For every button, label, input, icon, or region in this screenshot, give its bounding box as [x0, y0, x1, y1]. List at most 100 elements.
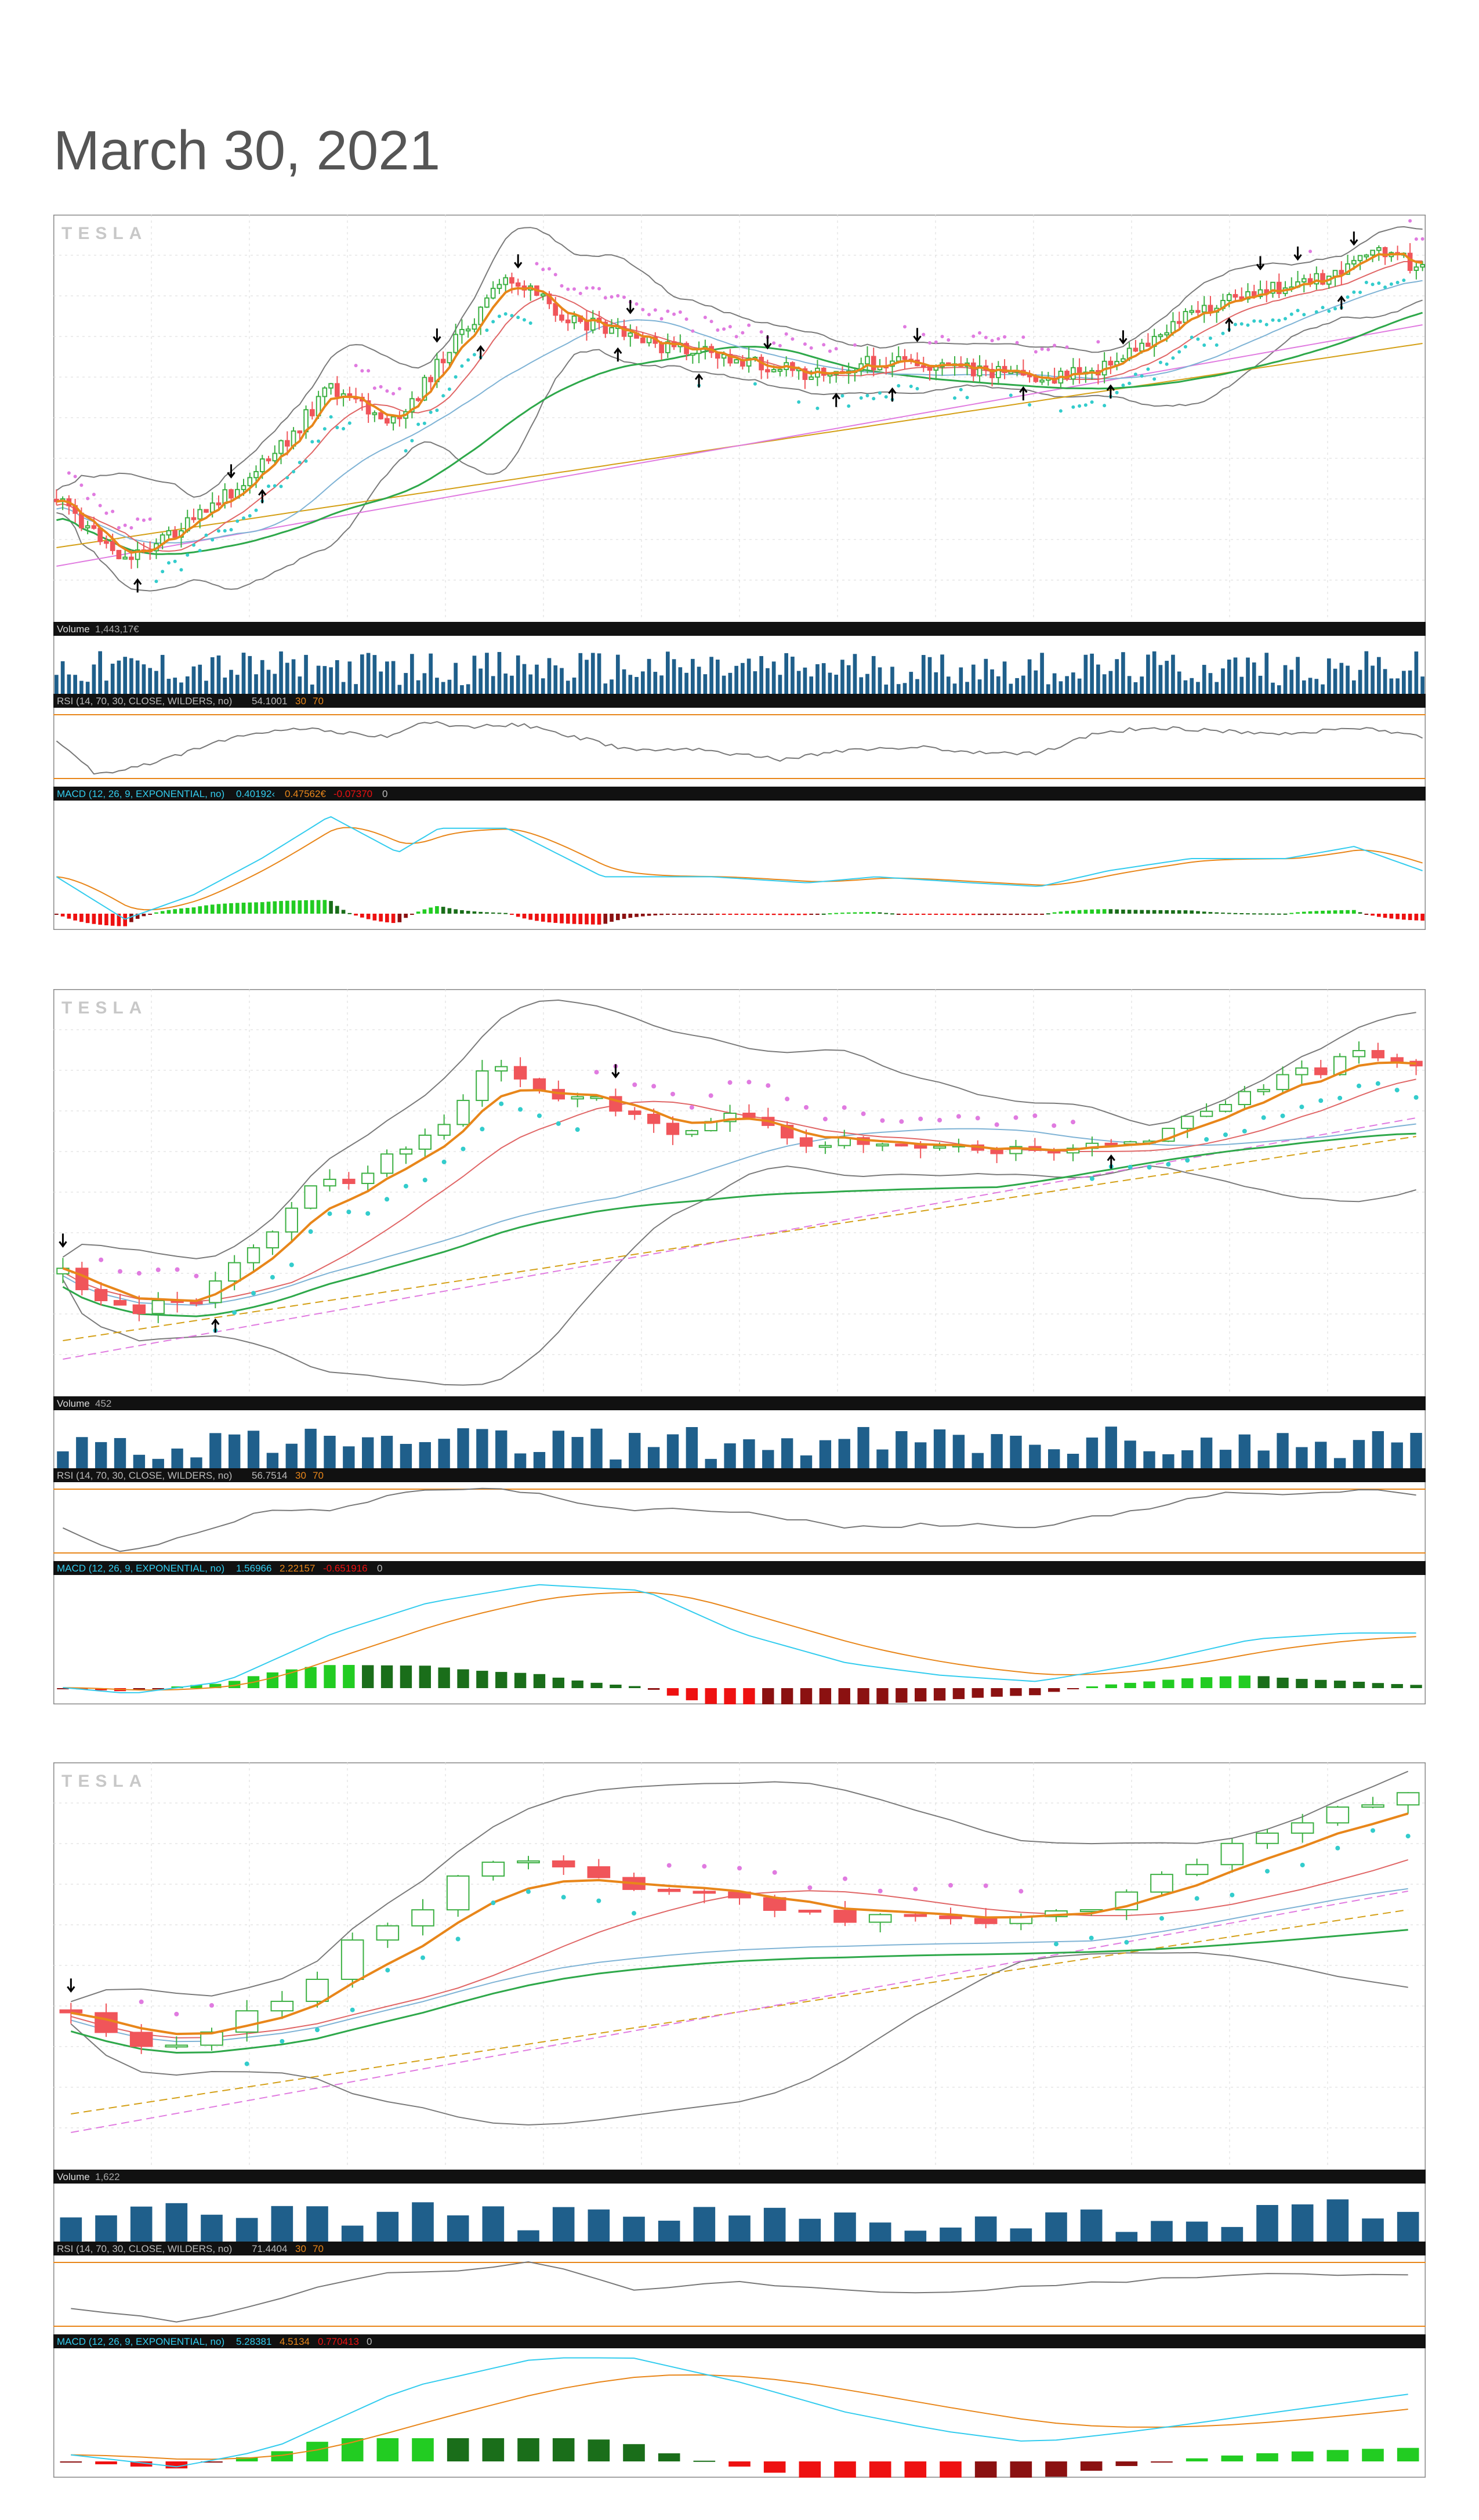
psar-dot [861, 1111, 866, 1116]
volume-bar [329, 667, 333, 694]
macd-histogram-bar [1121, 909, 1125, 914]
psar-dot [672, 312, 676, 316]
candle-body [1219, 1104, 1232, 1112]
psar-dot [526, 1889, 531, 1894]
candle-body [365, 400, 371, 415]
macd-histogram-bar [1196, 911, 1200, 914]
macd-histogram-bar [1152, 910, 1157, 914]
volume-bar-header-background [53, 1396, 1426, 1410]
psar-dot [385, 1968, 390, 1973]
moving-average-blue [62, 1123, 1416, 1306]
candle-body [989, 369, 995, 378]
volume-bar [1256, 2204, 1278, 2242]
candle-body [1396, 1792, 1420, 1806]
macd-histogram-bar [796, 914, 801, 915]
volume-bar [628, 675, 633, 694]
volume-bar [821, 663, 826, 694]
candle-body [1333, 1056, 1347, 1076]
psar-dot [815, 406, 820, 410]
macd-histogram-bar [1052, 912, 1057, 914]
psar-dot [575, 1127, 580, 1132]
psar-dot [1040, 347, 1044, 351]
volume-bar [778, 675, 782, 694]
volume-bar [623, 2217, 645, 2242]
macd-histogram-bar [1296, 1679, 1308, 1688]
macd-histogram-bar [429, 907, 433, 914]
macd-header: MACD (12, 26, 9, EXPONENTIAL, no) 5.28381… [53, 2334, 1426, 2348]
psar-dot [560, 284, 564, 288]
macd-histogram-bar [940, 914, 944, 915]
volume-bar [697, 667, 701, 694]
volume-bar [933, 1429, 946, 1468]
candle-body [513, 1066, 527, 1080]
macd-histogram-bar [552, 1677, 565, 1688]
volume-bar [560, 668, 564, 694]
chart-panel-monthly: TESLA Volume 1,622 RSI (14, 70, 30, CLOSE, … [53, 1762, 1426, 2478]
candle-body [1164, 332, 1170, 336]
psar-dot [596, 1898, 601, 1903]
macd-histogram-bar [1256, 2453, 1278, 2461]
psar-dot [772, 341, 776, 345]
candle-body [227, 1262, 241, 1282]
psar-dot [315, 2027, 320, 2033]
macd-histogram-bar [391, 914, 396, 924]
candle-body [378, 412, 383, 419]
psar-dot [578, 291, 582, 295]
rsi-upper-level: 30 [295, 696, 306, 707]
macd-histogram-bar [142, 914, 146, 917]
candle-body [876, 1143, 889, 1147]
volume-bar [571, 1437, 583, 1468]
macd-histogram-bar [653, 914, 658, 915]
macd-histogram-bar [1029, 1688, 1041, 1696]
volume-bar [552, 2207, 575, 2242]
macd-zero-value: 0 [377, 1563, 382, 1574]
rsi-value: 54.1001 [252, 696, 287, 707]
candle-body [190, 1301, 203, 1305]
volume-bar [1308, 678, 1313, 694]
macd-histogram-bar [635, 914, 639, 917]
psar-dot [385, 1197, 390, 1202]
volume-bar [1221, 668, 1225, 694]
psar-dot [235, 519, 240, 523]
macd-histogram-bar [422, 909, 427, 914]
bollinger-upper [62, 999, 1416, 1259]
candle-body [1370, 249, 1375, 256]
sell-arrow-icon [626, 300, 635, 314]
macd-histogram-bar [884, 913, 889, 914]
volume-bar [965, 682, 969, 694]
macd-histogram-bar [622, 914, 626, 919]
volume-bar [1029, 1444, 1041, 1468]
volume-bar [185, 676, 190, 694]
psar-dot [161, 570, 165, 574]
macd-histogram-bar [547, 914, 552, 922]
candle-body [746, 357, 752, 367]
volume-bars [60, 2199, 1419, 2242]
psar-dot [480, 1127, 485, 1132]
psar-dot [1071, 405, 1075, 409]
volume-bar [763, 2207, 786, 2242]
psar-dot [670, 1091, 675, 1096]
macd-histogram-bar [271, 2451, 293, 2461]
macd-histogram-bar [665, 914, 670, 915]
psar-dot [737, 1866, 742, 1871]
psar-dot [92, 493, 96, 497]
psar-dot [1021, 335, 1025, 339]
psar-dot [491, 320, 495, 324]
macd-histogram-bar [201, 2461, 223, 2463]
psar-dot [971, 334, 976, 338]
macd-histogram-bar [190, 1685, 202, 1688]
volume-bar [160, 654, 165, 694]
psar-dot [216, 529, 220, 533]
candle-body [1314, 1067, 1328, 1076]
psar-dot [1166, 1162, 1171, 1167]
volume-bar [1162, 1454, 1174, 1468]
macd-histogram [57, 1665, 1422, 1704]
macd-histogram-bar [1034, 914, 1038, 915]
psar-dot [1223, 1132, 1228, 1138]
psar-dot [772, 1870, 777, 1875]
candle-body [323, 1178, 336, 1187]
volume-bar [914, 1442, 927, 1468]
candle-body [1301, 278, 1307, 283]
psar-dot [111, 509, 115, 513]
volume-bar [1264, 653, 1269, 694]
